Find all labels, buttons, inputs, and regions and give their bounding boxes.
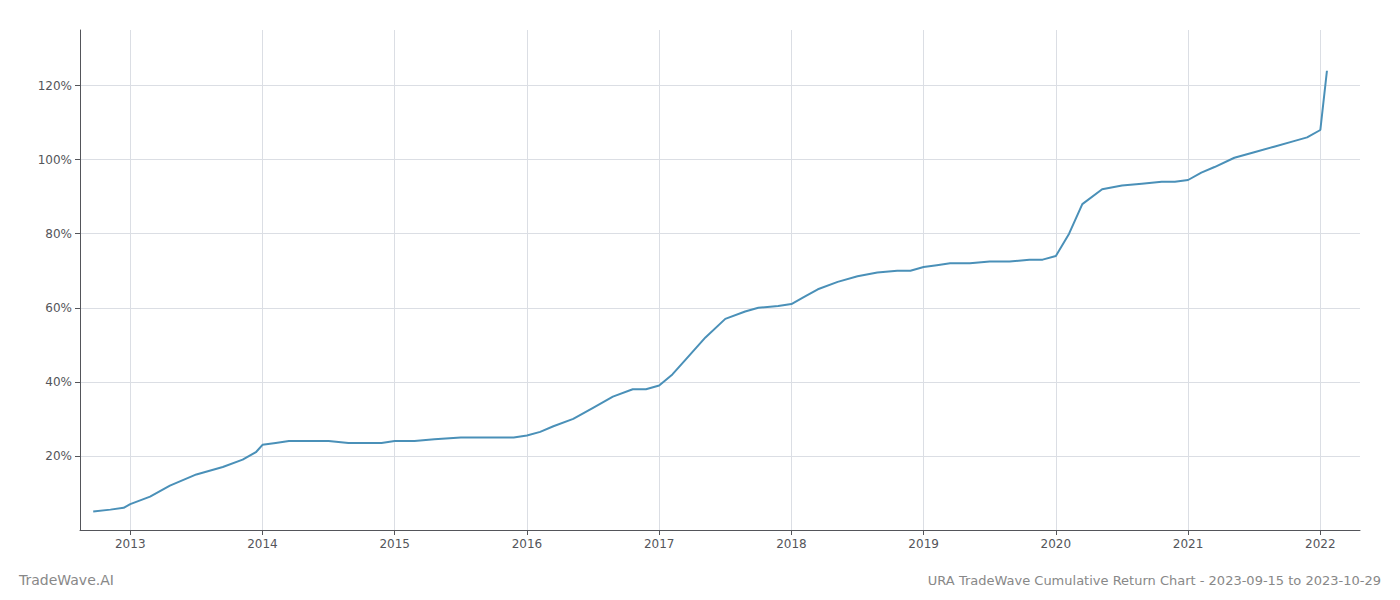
svg-text:2022: 2022 [1305, 537, 1336, 551]
svg-text:100%: 100% [38, 153, 72, 167]
svg-text:2018: 2018 [776, 537, 807, 551]
svg-text:120%: 120% [38, 79, 72, 93]
svg-text:2013: 2013 [115, 537, 146, 551]
svg-text:2017: 2017 [644, 537, 675, 551]
svg-text:2015: 2015 [379, 537, 410, 551]
svg-text:20%: 20% [45, 449, 72, 463]
svg-text:60%: 60% [45, 301, 72, 315]
svg-text:2019: 2019 [908, 537, 939, 551]
svg-text:2021: 2021 [1173, 537, 1204, 551]
svg-text:2020: 2020 [1041, 537, 1072, 551]
svg-text:40%: 40% [45, 375, 72, 389]
svg-text:80%: 80% [45, 227, 72, 241]
svg-text:2016: 2016 [512, 537, 543, 551]
svg-text:TradeWave.AI: TradeWave.AI [18, 572, 114, 588]
svg-text:2014: 2014 [247, 537, 278, 551]
svg-text:URA TradeWave Cumulative Retur: URA TradeWave Cumulative Return Chart - … [928, 573, 1381, 588]
